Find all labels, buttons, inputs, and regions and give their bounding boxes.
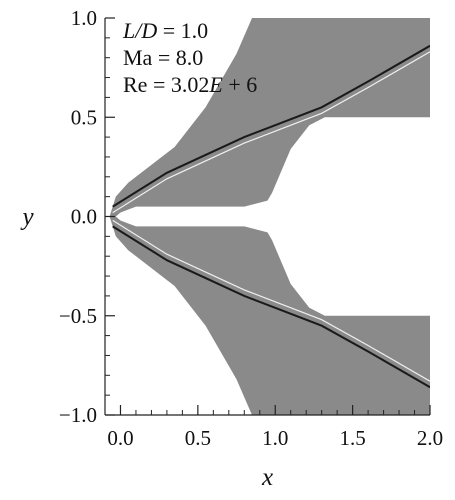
annotation-italic: E (208, 72, 223, 97)
x-tick-label: 2.0 (417, 426, 443, 450)
x-tick-label: 1.5 (339, 426, 365, 450)
annotation-text: + 6 (223, 72, 257, 97)
shock-lines (112, 44, 430, 389)
annotations: L/D = 1.0Ma = 8.0Re = 3.02E + 6 (122, 18, 257, 97)
y-tick-label: 0.0 (71, 205, 97, 229)
shock-highlight-1 (112, 51, 430, 214)
y-tick-label: 0.5 (71, 105, 97, 129)
shock-line-2 (112, 225, 430, 389)
lower-flow-region (109, 216, 430, 415)
y-tick-label: 1.0 (71, 6, 97, 30)
annotation-text: = 1.0 (157, 18, 208, 43)
x-tick-label: 1.0 (262, 426, 288, 450)
y-tick-label: −0.5 (59, 304, 97, 328)
annotation-line-2: Ma = 8.0 (123, 45, 203, 70)
x-tick-label: 0.0 (107, 426, 133, 450)
x-tick-label: 0.5 (185, 426, 211, 450)
x-axis-label: x (261, 464, 273, 491)
y-tick-label: −1.0 (59, 403, 97, 427)
annotation-line-1: L/D = 1.0 (122, 18, 208, 43)
shock-highlight-2 (112, 219, 430, 382)
shock-line-1 (112, 44, 430, 208)
axes: −1.0 −0.5 0.0 0.5 1.0 0.0 0.5 1.0 1.5 2.0 (59, 6, 443, 450)
flow-field (109, 18, 430, 415)
y-axis-label: y (19, 204, 34, 231)
upper-flow-region (109, 18, 430, 217)
annotation-line-3: Re = 3.02E + 6 (123, 72, 257, 97)
annotation-text: Ma = 8.0 (123, 45, 203, 70)
annotation-text: Re = 3.02 (123, 72, 209, 97)
annotation-italic: L/D (122, 18, 157, 43)
